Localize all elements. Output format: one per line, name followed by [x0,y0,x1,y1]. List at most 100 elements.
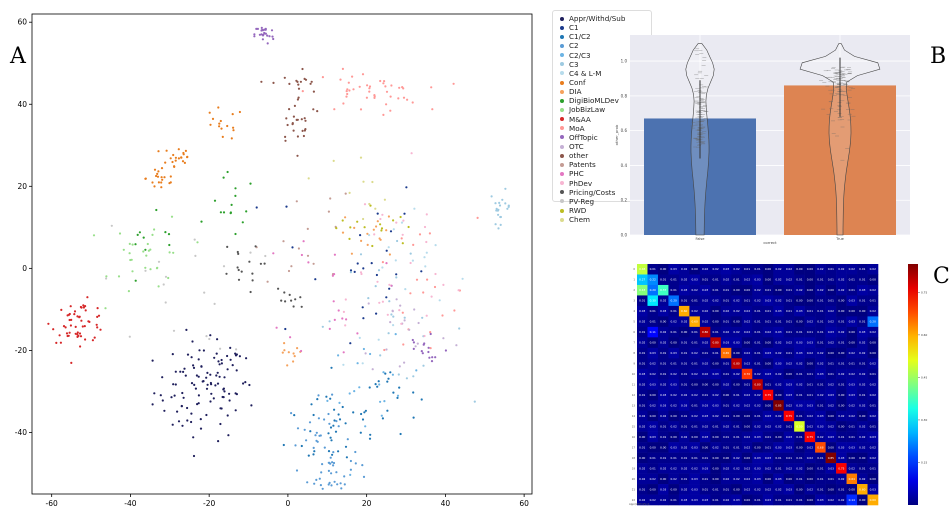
scatter-point [275,326,278,329]
scatter-point [255,27,258,30]
scatter-point [495,207,498,210]
heatmap-cell [773,358,784,370]
scatter-point [138,231,141,234]
heatmap-cell [794,358,805,370]
scatter-point [236,250,239,254]
heatmap-cell-value: 0.00 [849,309,855,313]
heatmap-cell-value: 0.00 [828,445,834,449]
scatter-point [216,382,220,385]
heatmap-cell-value: 0.00 [849,330,855,334]
heatmap-cell-value: 0.11 [650,330,656,334]
heatmap-cell [857,494,868,506]
scatter-point [378,301,381,304]
scatter-point [405,186,408,189]
heatmap-cell-value: 0.01 [639,362,645,366]
scatter-point [319,434,322,437]
heatmap-cell-value: 0.01 [723,445,729,449]
heatmap-cell-value: 0.03 [817,424,823,428]
heatmap-cell [804,473,816,485]
scatter-point [70,361,73,364]
heatmap-cell [720,452,732,464]
heatmap-cell-value: 0.00 [765,341,771,345]
scatter-point [390,84,393,87]
legend-entry: PV-Reg [557,197,647,206]
heatmap-cell-value: 0.00 [744,498,750,502]
scatter-point [169,157,172,160]
scatter-point [284,300,287,303]
scatter-point [164,231,167,234]
heatmap-cell [794,274,805,286]
heatmap-cell-value: 0.01 [807,372,813,376]
heatmap-cell [689,284,701,296]
heatmap-cell [678,473,690,485]
scatter-point [390,284,393,287]
legend-label: C2 [569,41,579,51]
heatmap-cell-value: 0.03 [765,351,771,355]
heatmap-cell-value: 0.01 [817,477,823,481]
heatmap-cell [773,473,784,485]
heatmap-cell-value: 0.02 [796,288,802,292]
heatmap-cell [731,452,743,464]
scatter-point [197,358,200,361]
scatter-point [373,94,376,97]
heatmap-cell-value: 0.01 [828,278,834,282]
heatmap-cell [867,484,879,495]
scatter-point [428,356,431,359]
heatmap-cell [762,347,774,359]
legend-label: M&AA [569,114,591,124]
scatter-point [391,373,394,376]
heatmap-cell [815,358,826,370]
heatmap-row-tick: 18 [632,456,636,460]
violin-outline [799,43,881,236]
heatmap-cell-value: 0.02 [639,383,645,387]
scatter-point [214,384,217,387]
scatter-point [216,338,219,341]
heatmap-cell-value: 0.02 [744,362,750,366]
heatmap-cell-value: 0.02 [849,414,855,418]
heatmap-cell-value: 0.02 [733,477,739,481]
heatmap-cell [731,410,743,422]
scatter-point [226,170,229,174]
scatter-point [494,202,497,205]
heatmap-cell-value: 0.01 [796,414,802,418]
heatmap-cell-value: 0.01 [754,330,760,334]
scatter-point [383,80,386,83]
heatmap-cell [857,400,868,411]
heatmap-cell [857,452,868,464]
scatter-point [329,397,332,400]
heatmap-cell [741,452,753,464]
scatter-point [217,106,220,109]
scatter-point [398,309,401,312]
heatmap-cell-value: 0.00 [733,351,739,355]
legend-marker [560,171,564,176]
scatter-point [235,353,238,356]
scatter-point [367,297,370,300]
heatmap-cell [678,305,690,317]
scatter-point [174,156,177,159]
scatter-point [205,413,208,417]
heatmap-row-tick: 7 [633,341,635,345]
heatmap-cell-value: 0.00 [838,351,844,355]
scatter-point [327,469,330,472]
heatmap-cell-value: 0.03 [838,445,844,449]
heatmap-cell-value: 0.02 [671,393,677,397]
heatmap-cell-value: 0.02 [660,383,666,387]
heatmap-cell-value: 0.01 [786,424,792,428]
scatter-point [205,376,208,379]
heatmap-cell-value: 0.02 [786,466,792,470]
heatmap-cell [762,337,774,349]
scatter-point [286,123,289,127]
heatmap-cell [762,463,774,474]
heatmap-cell-value: 0.02 [775,278,781,282]
scatter-point [287,351,290,354]
scatter-point [186,353,190,356]
heatmap-cell-value: 0.01 [712,288,718,292]
scatter-point [183,161,186,164]
heatmap-cell [699,463,711,474]
scatter-point [333,419,336,422]
heatmap-cell-value: 0.00 [796,445,802,449]
scatter-point [431,356,434,359]
scatter-point [337,425,340,428]
heatmap-cell [752,400,764,411]
heatmap-cell-value: 0.00 [828,487,834,491]
